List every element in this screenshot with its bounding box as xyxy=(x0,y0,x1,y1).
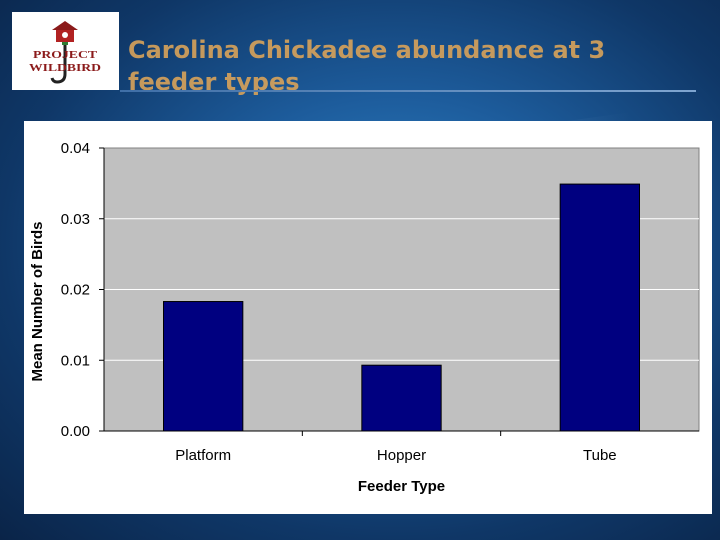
bar-tube xyxy=(559,183,641,432)
y-tick-label: 0.00 xyxy=(61,423,90,440)
title-underline xyxy=(120,90,696,92)
y-tick-label: 0.03 xyxy=(61,211,90,228)
bar-hopper xyxy=(361,364,442,432)
x-tick-label: Tube xyxy=(583,447,617,464)
logo-text-line2: WILDBIRD xyxy=(29,62,101,74)
logo-text-line1: PROJECT xyxy=(33,49,98,61)
bar-chart: 0.000.010.020.030.04 Platform Hopper Tube … xyxy=(29,140,700,495)
y-axis-title: Mean Number of Birds xyxy=(29,221,46,381)
x-axis-title: Feeder Type xyxy=(358,478,445,495)
y-tick-label: 0.02 xyxy=(61,282,90,299)
x-tick-label: Platform xyxy=(175,447,231,464)
project-wildbird-logo: PROJECT WILDBIRD xyxy=(12,12,119,90)
x-tick-label: Hopper xyxy=(377,447,426,464)
birdhouse-icon: PROJECT WILDBIRD xyxy=(29,21,101,84)
y-tick-label: 0.01 xyxy=(61,352,90,369)
slide-title: Carolina Chickadee abundance at 3 feeder… xyxy=(128,36,606,96)
y-tick-label: 0.04 xyxy=(61,140,90,157)
chart-panel: 0.00 0.01 0.02 0.03 0.04 Platform Hopper Tube … xyxy=(24,121,712,514)
bar-platform xyxy=(163,301,244,432)
